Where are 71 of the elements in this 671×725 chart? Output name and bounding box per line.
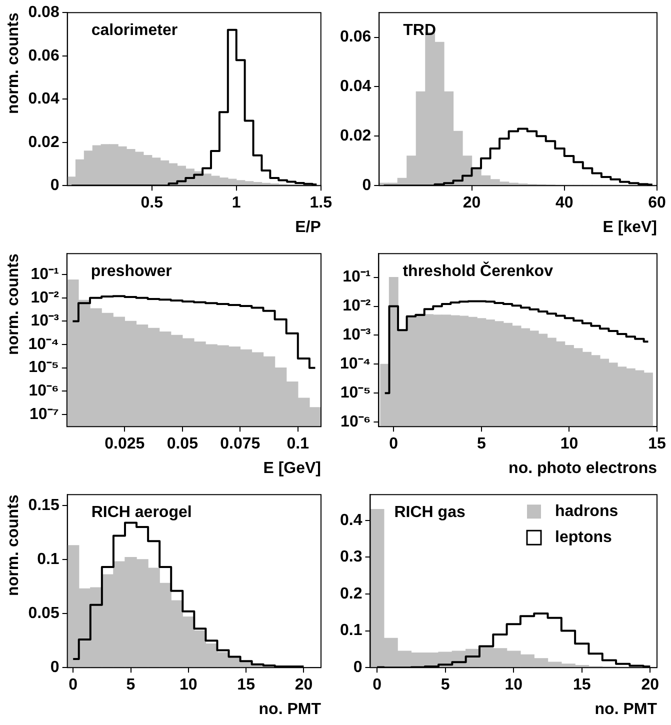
y-tick-label: 0.06 <box>340 28 372 46</box>
x-tick-label: 5 <box>126 676 136 694</box>
y-tick-label: 0.08 <box>28 4 60 22</box>
x-axis-title: E/P <box>295 218 322 236</box>
y-axis-title: norm. counts <box>5 254 22 355</box>
y-tick-label: 0 <box>50 177 60 194</box>
y-tick-label: 10⁻⁶ <box>340 414 371 431</box>
x-axis-title: no. PMT <box>594 700 658 718</box>
x-tick-label: 40 <box>555 194 574 212</box>
text: calorimeter <box>91 22 178 40</box>
x-tick-label: 0.1 <box>286 436 310 453</box>
x-tick-label: 0.05 <box>166 436 198 453</box>
text: TRD <box>403 22 436 40</box>
y-tick-label: 10⁻⁵ <box>28 359 59 376</box>
y-tick-label: 10⁻³ <box>342 326 371 344</box>
y-tick-label: 10⁻¹ <box>30 266 59 284</box>
text: preshower <box>90 263 172 280</box>
y-tick-label: 0 <box>353 659 362 676</box>
y-tick-label: 0.4 <box>340 512 362 529</box>
text: RICH aerogel <box>91 504 192 522</box>
legend-label: hadrons <box>555 503 618 520</box>
y-tick-label: 0.1 <box>37 550 60 568</box>
y-tick-label: 0.06 <box>28 47 60 64</box>
x-tick-label: 10 <box>180 676 198 694</box>
y-tick-label: 0 <box>50 659 60 676</box>
text: threshold Čerenkov <box>402 261 554 280</box>
y-tick-label: 0.15 <box>28 496 60 514</box>
y-tick-label: 10⁻⁷ <box>30 406 59 423</box>
x-tick-label: 15 <box>237 676 256 694</box>
x-tick-label: 10 <box>560 436 578 453</box>
x-tick-label: 1.5 <box>310 194 332 212</box>
legend-label: leptons <box>555 529 612 546</box>
x-tick-label: 20 <box>462 194 481 212</box>
y-tick-label: 0.05 <box>28 604 60 622</box>
x-tick-label: 5 <box>476 436 486 453</box>
y-tick-label: 0.02 <box>28 134 60 151</box>
x-tick-label: 20 <box>294 676 313 694</box>
y-tick-label: 0.1 <box>340 622 362 640</box>
x-tick-label: 0 <box>389 436 398 453</box>
x-tick-label: 10 <box>504 676 523 694</box>
x-axis-title: no. PMT <box>258 700 322 718</box>
y-tick-label: 10⁻⁶ <box>28 382 59 400</box>
x-axis-title: no. photo electrons <box>508 460 658 477</box>
text: RICH gas <box>394 504 466 522</box>
x-tick-label: 60 <box>648 194 666 212</box>
y-tick-label: 10⁻² <box>30 289 59 306</box>
y-tick-label: 10⁻⁵ <box>340 384 371 402</box>
y-tick-label: 0.04 <box>28 90 60 108</box>
x-tick-label: 0.075 <box>220 436 260 453</box>
x-tick-label: 0 <box>68 676 78 694</box>
y-tick-label: 0.02 <box>340 128 372 145</box>
x-tick-label: 15 <box>573 676 591 694</box>
y-tick-label: 0.2 <box>340 585 362 602</box>
y-tick-label: 0.04 <box>340 78 372 96</box>
x-tick-label: 5 <box>440 676 450 694</box>
x-tick-label: 1 <box>232 194 241 212</box>
y-tick-label: 10⁻⁴ <box>28 336 59 353</box>
x-tick-label: 15 <box>648 436 666 453</box>
y-axis-title: norm. counts <box>5 494 22 596</box>
x-tick-label: 0.025 <box>104 436 145 453</box>
y-tick-label: 10⁻² <box>342 298 371 315</box>
y-tick-label: 10⁻⁴ <box>340 356 371 373</box>
y-axis-title: norm. counts <box>5 12 22 114</box>
y-tick-label: 0.3 <box>340 548 362 566</box>
x-axis-title: E [keV] <box>602 218 657 236</box>
x-tick-label: 20 <box>641 676 660 694</box>
y-tick-label: 10⁻¹ <box>342 268 371 286</box>
x-axis-title: E [GeV] <box>263 460 321 477</box>
y-tick-label: 0 <box>362 177 372 194</box>
x-tick-label: 0.5 <box>140 194 164 212</box>
y-tick-label: 10⁻³ <box>30 312 59 330</box>
